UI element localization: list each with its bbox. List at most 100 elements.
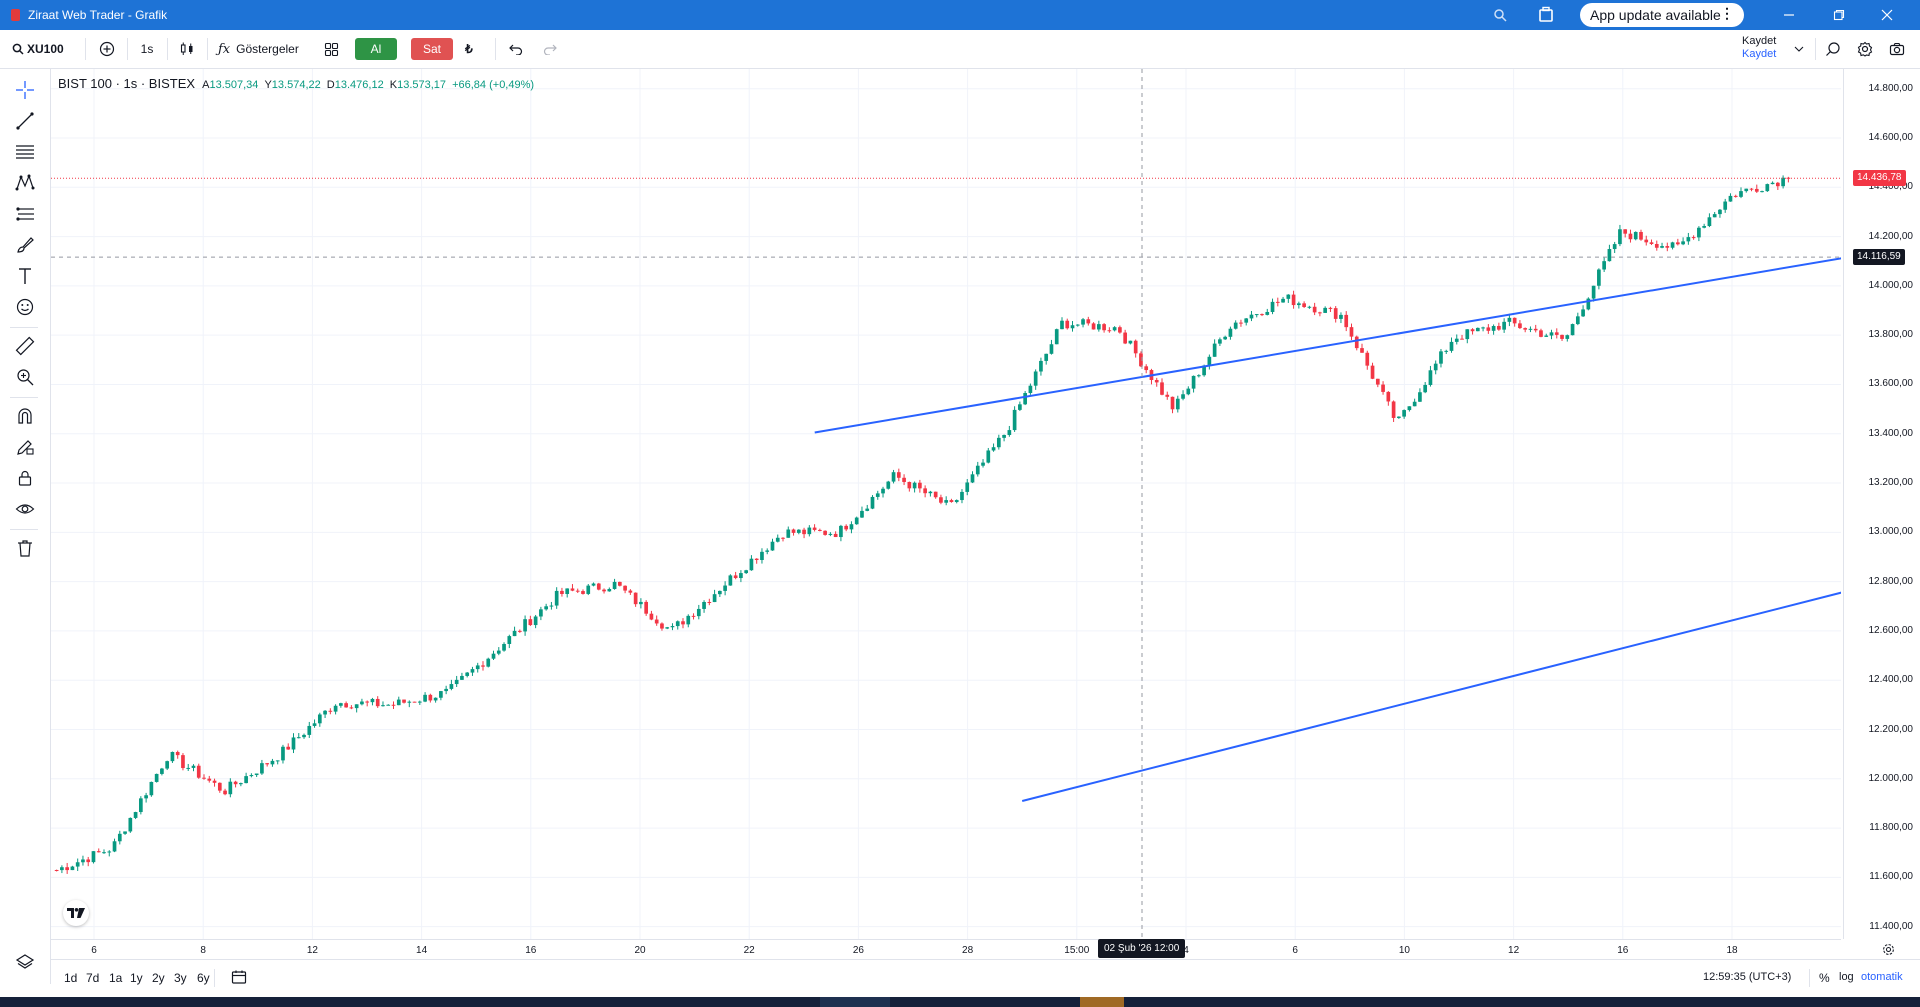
range-1d[interactable]: 1d: [64, 971, 78, 985]
go-to-date-button[interactable]: [231, 969, 247, 990]
candle-body: [407, 701, 412, 703]
candle-body: [339, 703, 343, 706]
restore-icon[interactable]: [1829, 5, 1849, 25]
stay-drawing-tool[interactable]: [13, 436, 37, 458]
candle-body: [675, 621, 680, 627]
object-tree-button[interactable]: [13, 951, 37, 973]
candle-body: [1339, 314, 1343, 319]
trend-line-tool[interactable]: [13, 110, 37, 132]
magnet-tool[interactable]: [13, 405, 37, 427]
app-update-button[interactable]: App update available ⋮: [1580, 3, 1744, 27]
price-axis[interactable]: 14.800,00 14.600,00 14.400,00 14.200,00 14.0…: [1843, 69, 1920, 939]
sell-button[interactable]: Sat: [411, 38, 453, 60]
range-7d[interactable]: 7d: [86, 971, 100, 985]
price-chart[interactable]: [51, 69, 1841, 939]
prediction-tool[interactable]: [13, 203, 37, 225]
range-3y[interactable]: 3y: [174, 971, 187, 985]
measure-tool[interactable]: [13, 335, 37, 357]
remove-drawings-tool[interactable]: [13, 537, 37, 559]
candle-body: [1423, 384, 1428, 393]
candle-body: [423, 694, 427, 702]
zoom-tool[interactable]: [13, 366, 37, 388]
forecast-icon: [16, 207, 34, 221]
candle-body: [775, 537, 780, 542]
emoji-tool[interactable]: [13, 296, 37, 318]
range-1a[interactable]: 1a: [109, 971, 123, 985]
currency-button[interactable]: ₺: [465, 42, 473, 56]
tradingview-logo[interactable]: [63, 900, 89, 926]
candle-body: [54, 869, 59, 871]
indicators-button[interactable]: ƒx Göstergeler: [218, 38, 306, 60]
candle-body: [1754, 188, 1759, 192]
clock-label[interactable]: 12:59:35 (UTC+3): [1703, 971, 1792, 983]
lock-icon: [18, 470, 32, 486]
settings-button[interactable]: [1855, 38, 1875, 60]
ruler-icon: [15, 336, 35, 356]
candle-body: [854, 517, 859, 525]
interval-button[interactable]: 1s: [140, 42, 154, 56]
undo-button[interactable]: [506, 38, 526, 60]
candle-body: [865, 508, 870, 511]
range-6y[interactable]: 6y: [197, 971, 210, 985]
candle-body: [1265, 311, 1270, 315]
candle-body: [1533, 328, 1538, 331]
range-2y[interactable]: 2y: [152, 971, 165, 985]
candle-body: [154, 773, 159, 782]
candle-body: [544, 606, 548, 610]
range-1y[interactable]: 1y: [130, 971, 143, 985]
redo-button[interactable]: [540, 38, 560, 60]
candle-body: [354, 704, 359, 709]
candle-body: [681, 621, 685, 625]
save-button[interactable]: Kaydet Kaydet: [1742, 35, 1776, 61]
hide-drawings-tool[interactable]: [13, 498, 37, 520]
add-circle-icon: [99, 41, 115, 57]
candle-body: [844, 525, 849, 530]
extension-icon[interactable]: [1535, 5, 1557, 25]
candle-body: [602, 589, 606, 592]
layouts-button[interactable]: [320, 38, 342, 60]
candle-body: [981, 462, 985, 466]
undo-icon: [509, 44, 523, 55]
candle-body: [1475, 327, 1480, 332]
log-toggle[interactable]: log: [1839, 971, 1854, 983]
candle-body: [1544, 335, 1549, 337]
close-icon[interactable]: [1877, 5, 1897, 25]
brush-tool[interactable]: [13, 234, 37, 256]
symbol-search[interactable]: XU100: [12, 38, 72, 60]
crosshair-tool[interactable]: [13, 79, 37, 101]
candle-body: [1428, 370, 1433, 385]
auto-scale-toggle[interactable]: otomatik: [1861, 971, 1903, 983]
more-vert-icon[interactable]: ⋮: [1720, 5, 1734, 21]
search-icon[interactable]: [1490, 5, 1510, 25]
percent-toggle[interactable]: %: [1819, 971, 1830, 985]
time-tick-label: 4: [1183, 945, 1189, 956]
quick-search-button[interactable]: [1823, 38, 1843, 60]
legend-low: 13.476,12: [334, 79, 384, 91]
candle-body: [644, 601, 649, 614]
lock-drawings-tool[interactable]: [13, 467, 37, 489]
candle-body: [770, 541, 775, 551]
pattern-tool[interactable]: [13, 172, 37, 194]
candle-body: [196, 765, 201, 778]
candle-body: [1597, 269, 1601, 286]
candle-body: [291, 737, 296, 750]
time-axis[interactable]: 6 8 12 14 16 20 22 26 28 15:00 4 6 10 12 16 18: [51, 939, 1841, 960]
candle-body: [212, 780, 217, 783]
screenshot-button[interactable]: [1887, 38, 1907, 60]
save-subtitle: Kaydet: [1742, 48, 1777, 60]
chart-type-button[interactable]: [176, 38, 198, 60]
save-title: Kaydet: [1742, 35, 1777, 47]
time-axis-settings-button[interactable]: [1878, 941, 1898, 957]
candle-body: [702, 601, 706, 609]
price-tick-label: 14.000,00: [1868, 279, 1914, 291]
compare-symbol-button[interactable]: [96, 38, 118, 60]
buy-button[interactable]: Al: [355, 38, 397, 60]
save-dropdown-icon[interactable]: [1792, 38, 1806, 60]
candle-body: [396, 699, 401, 706]
candle-body: [939, 497, 943, 503]
minimize-icon[interactable]: [1779, 5, 1799, 25]
crosshair-price-badge: 14.116,59: [1853, 249, 1905, 266]
text-tool[interactable]: [13, 265, 37, 287]
candle-body: [1070, 325, 1075, 329]
fib-tool[interactable]: [13, 141, 37, 163]
